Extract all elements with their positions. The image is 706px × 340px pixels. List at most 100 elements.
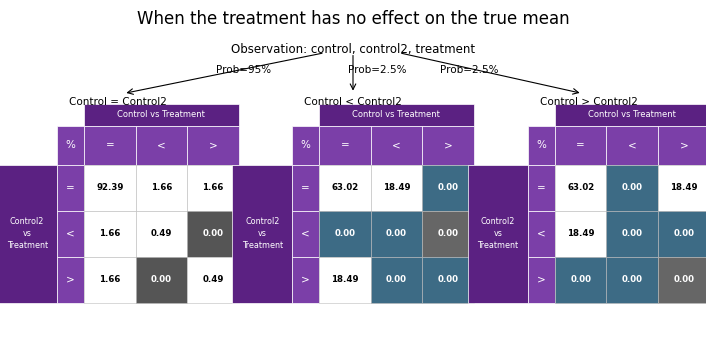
Bar: [422, 165, 474, 211]
Bar: [84, 165, 136, 211]
Bar: [371, 257, 422, 303]
Bar: [606, 126, 658, 165]
Text: 0.00: 0.00: [674, 275, 694, 284]
Text: Control vs Treatment: Control vs Treatment: [588, 110, 676, 119]
Text: 0.00: 0.00: [386, 275, 407, 284]
Text: 0.00: 0.00: [674, 229, 694, 238]
Text: 18.49: 18.49: [383, 183, 410, 192]
Text: =: =: [105, 140, 114, 150]
Text: 18.49: 18.49: [331, 275, 359, 284]
Text: <: <: [66, 229, 75, 239]
Text: 0.00: 0.00: [386, 229, 407, 238]
Bar: [658, 165, 706, 211]
Text: =: =: [340, 140, 349, 150]
Bar: [319, 257, 371, 303]
Text: 63.02: 63.02: [331, 183, 359, 192]
Text: Control vs Treatment: Control vs Treatment: [117, 110, 205, 119]
Bar: [84, 211, 136, 257]
Text: =: =: [301, 183, 310, 193]
Text: Prob=95%: Prob=95%: [216, 65, 271, 74]
Text: Control = Control2: Control = Control2: [69, 97, 167, 107]
Bar: [422, 126, 474, 165]
Bar: [319, 104, 474, 126]
Bar: [555, 104, 706, 126]
Text: 63.02: 63.02: [567, 183, 594, 192]
Bar: [422, 257, 474, 303]
Text: <: <: [537, 229, 546, 239]
Bar: [528, 257, 555, 303]
Text: 1.66: 1.66: [202, 183, 224, 192]
Bar: [57, 165, 84, 211]
Bar: [57, 126, 84, 165]
Bar: [658, 257, 706, 303]
Text: %: %: [301, 140, 311, 150]
Text: >: >: [66, 275, 75, 285]
Bar: [84, 104, 239, 126]
Text: >: >: [301, 275, 310, 285]
Bar: [292, 211, 319, 257]
Bar: [187, 211, 239, 257]
Bar: [187, 257, 239, 303]
Text: 0.00: 0.00: [438, 183, 458, 192]
Bar: [319, 165, 371, 211]
Bar: [528, 165, 555, 211]
Bar: [136, 165, 187, 211]
Bar: [555, 257, 606, 303]
Text: <: <: [392, 140, 401, 150]
Text: Prob=2.5%: Prob=2.5%: [441, 65, 498, 74]
Bar: [606, 211, 658, 257]
Text: 0.00: 0.00: [438, 229, 458, 238]
Text: =: =: [537, 183, 546, 193]
Bar: [57, 211, 84, 257]
Text: 0.00: 0.00: [335, 229, 355, 238]
Text: 0.49: 0.49: [150, 229, 172, 238]
Text: %: %: [66, 140, 76, 150]
Text: <: <: [301, 229, 310, 239]
Bar: [371, 211, 422, 257]
Bar: [187, 165, 239, 211]
Bar: [528, 126, 555, 165]
Text: 18.49: 18.49: [670, 183, 698, 192]
Bar: [606, 165, 658, 211]
Bar: [292, 165, 319, 211]
Text: 1.66: 1.66: [99, 229, 121, 238]
Bar: [528, 211, 555, 257]
Bar: [468, 165, 528, 303]
Bar: [292, 126, 319, 165]
Text: Prob=2.5%: Prob=2.5%: [349, 65, 407, 74]
Bar: [422, 211, 474, 257]
Text: >: >: [443, 140, 453, 150]
Bar: [136, 211, 187, 257]
Bar: [84, 126, 136, 165]
Text: 0.00: 0.00: [151, 275, 172, 284]
Bar: [606, 257, 658, 303]
Text: 0.00: 0.00: [570, 275, 591, 284]
Bar: [658, 126, 706, 165]
Bar: [555, 126, 606, 165]
Text: 0.00: 0.00: [203, 229, 223, 238]
Bar: [0, 165, 57, 303]
Text: =: =: [66, 183, 75, 193]
Text: 0.00: 0.00: [438, 275, 458, 284]
Bar: [555, 165, 606, 211]
Text: 0.00: 0.00: [622, 229, 642, 238]
Bar: [292, 257, 319, 303]
Bar: [555, 211, 606, 257]
Text: 0.49: 0.49: [202, 275, 224, 284]
Bar: [57, 257, 84, 303]
Bar: [371, 126, 422, 165]
Text: When the treatment has no effect on the true mean: When the treatment has no effect on the …: [137, 10, 569, 28]
Text: 0.00: 0.00: [622, 275, 642, 284]
Bar: [371, 165, 422, 211]
Bar: [136, 126, 187, 165]
Bar: [136, 257, 187, 303]
Text: 1.66: 1.66: [99, 275, 121, 284]
Text: 18.49: 18.49: [567, 229, 594, 238]
Bar: [319, 211, 371, 257]
Text: 0.00: 0.00: [622, 183, 642, 192]
Text: Control vs Treatment: Control vs Treatment: [352, 110, 441, 119]
Text: Control > Control2: Control > Control2: [540, 97, 638, 107]
Text: Control2
vs
Treatment: Control2 vs Treatment: [6, 218, 48, 250]
Text: =: =: [576, 140, 585, 150]
Text: >: >: [537, 275, 546, 285]
